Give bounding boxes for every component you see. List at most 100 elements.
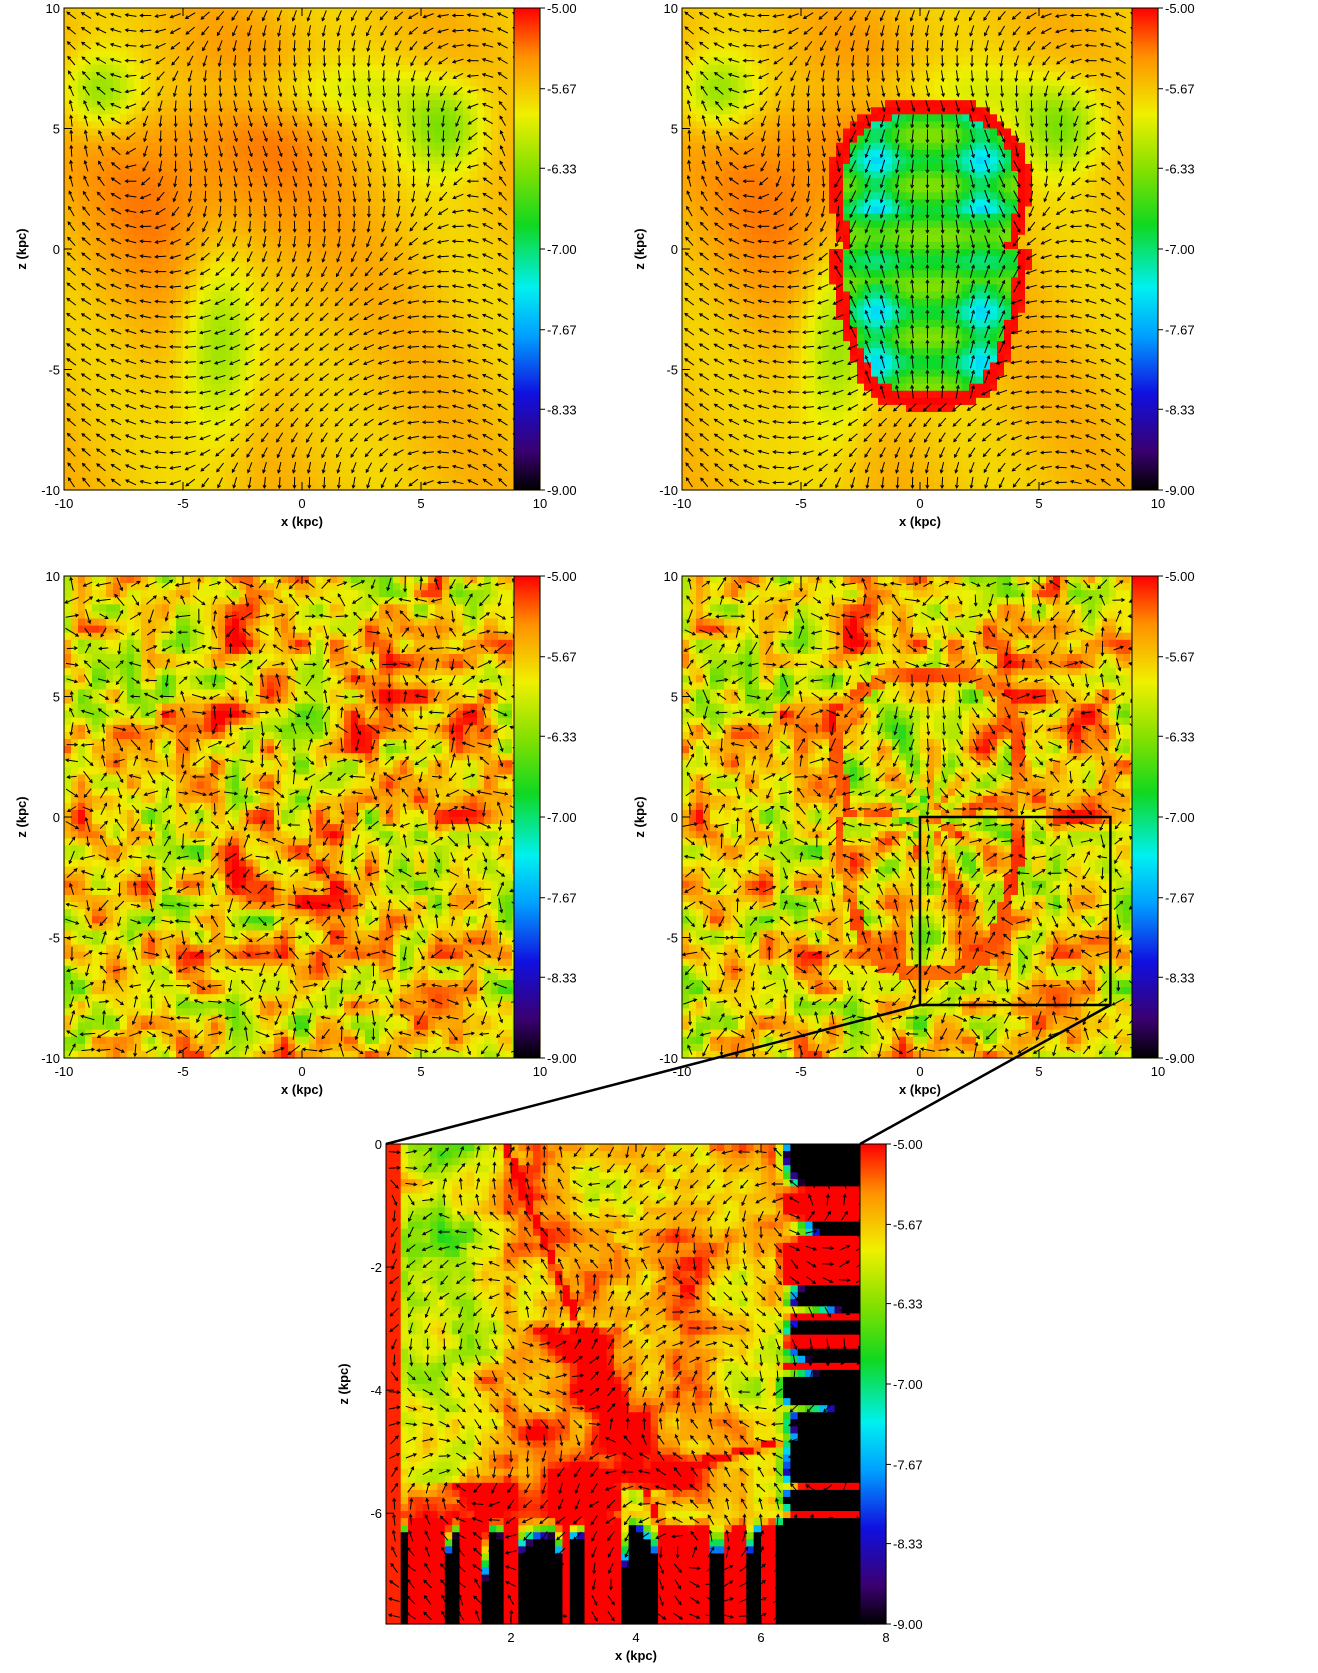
heatmap-cell — [106, 256, 114, 264]
heatmap-cell — [64, 469, 72, 477]
heatmap-cell — [197, 22, 205, 30]
heatmap-cell — [162, 391, 170, 399]
heatmap-cell — [134, 391, 142, 399]
heatmap-cell — [78, 483, 86, 491]
heatmap-cell — [64, 334, 72, 342]
heatmap-cell — [134, 263, 142, 271]
heatmap-cell — [155, 36, 163, 44]
heatmap-cell — [155, 199, 163, 207]
heatmap-cell — [162, 36, 170, 44]
heatmap-cell — [71, 22, 79, 30]
heatmap-cell — [211, 214, 219, 222]
heatmap-cell — [148, 306, 156, 314]
heatmap-cell — [85, 377, 93, 385]
heatmap-cell — [148, 143, 156, 151]
heatmap-cell — [85, 51, 93, 59]
heatmap-cell — [127, 93, 135, 101]
heatmap-cell — [190, 405, 198, 413]
heatmap-cell — [78, 121, 86, 129]
heatmap-cell — [120, 185, 128, 193]
heatmap-cell — [183, 157, 191, 165]
heatmap-cell — [85, 221, 93, 229]
heatmap-cell — [71, 277, 79, 285]
heatmap-cell — [85, 79, 93, 87]
heatmap-cell — [92, 199, 100, 207]
heatmap-cell — [120, 79, 128, 87]
heatmap-cell — [134, 348, 142, 356]
heatmap-cell — [71, 370, 79, 378]
heatmap-cell — [113, 22, 121, 30]
heatmap-cell — [141, 398, 149, 406]
heatmap-cell — [71, 214, 79, 222]
heatmap-cell — [155, 440, 163, 448]
heatmap-cell — [113, 320, 121, 328]
heatmap-cell — [204, 455, 212, 463]
heatmap-cell — [106, 320, 114, 328]
heatmap-cell — [127, 36, 135, 44]
heatmap-cell — [183, 100, 191, 108]
heatmap-cell — [148, 136, 156, 144]
heatmap-cell — [148, 121, 156, 129]
heatmap-cell — [162, 334, 170, 342]
heatmap-cell — [162, 185, 170, 193]
heatmap-cell — [127, 185, 135, 193]
heatmap-cell — [127, 43, 135, 51]
heatmap-cell — [120, 334, 128, 342]
heatmap-cell — [190, 22, 198, 30]
heatmap-cell — [176, 405, 184, 413]
heatmap-cell — [148, 93, 156, 101]
heatmap-cell — [211, 419, 219, 427]
heatmap-cell — [162, 143, 170, 151]
heatmap-cell — [148, 129, 156, 137]
heatmap-cell — [78, 65, 86, 73]
heatmap-cell — [141, 440, 149, 448]
heatmap-cell — [211, 51, 219, 59]
heatmap-cell — [169, 277, 177, 285]
heatmap-cell — [148, 58, 156, 66]
heatmap-cell — [134, 65, 142, 73]
heatmap-cell — [197, 263, 205, 271]
heatmap-cell — [183, 426, 191, 434]
heatmap-cell — [106, 440, 114, 448]
heatmap-cell — [71, 263, 79, 271]
heatmap-cell — [218, 348, 226, 356]
heatmap-cell — [92, 29, 100, 37]
heatmap-cell — [99, 36, 107, 44]
heatmap-cell — [141, 114, 149, 122]
heatmap-cell — [218, 249, 226, 257]
heatmap-cell — [211, 65, 219, 73]
heatmap-cell — [211, 72, 219, 80]
heatmap-cell — [183, 292, 191, 300]
heatmap-cell — [134, 214, 142, 222]
heatmap-cell — [64, 426, 72, 434]
heatmap-cell — [204, 398, 212, 406]
heatmap-cell — [71, 284, 79, 292]
heatmap-cell — [148, 483, 156, 491]
heatmap-cell — [71, 36, 79, 44]
heatmap-cell — [106, 334, 114, 342]
heatmap-cell — [127, 8, 135, 16]
heatmap-cell — [64, 15, 72, 23]
heatmap-cell — [148, 15, 156, 23]
heatmap-cell — [169, 412, 177, 420]
heatmap-cell — [64, 348, 72, 356]
heatmap-top-left — [64, 8, 541, 491]
heatmap-cell — [64, 65, 72, 73]
heatmap-cell — [134, 228, 142, 236]
heatmap-cell — [134, 277, 142, 285]
heatmap-cell — [183, 384, 191, 392]
heatmap-cell — [176, 206, 184, 214]
heatmap-cell — [127, 292, 135, 300]
heatmap-cell — [148, 107, 156, 115]
heatmap-cell — [141, 79, 149, 87]
heatmap-cell — [113, 455, 121, 463]
heatmap-cell — [85, 256, 93, 264]
heatmap-cell — [204, 292, 212, 300]
heatmap-cell — [99, 334, 107, 342]
heatmap-cell — [78, 362, 86, 370]
heatmap-cell — [190, 299, 198, 307]
heatmap-cell — [211, 235, 219, 243]
heatmap-cell — [99, 440, 107, 448]
heatmap-cell — [141, 242, 149, 250]
heatmap-cell — [211, 185, 219, 193]
